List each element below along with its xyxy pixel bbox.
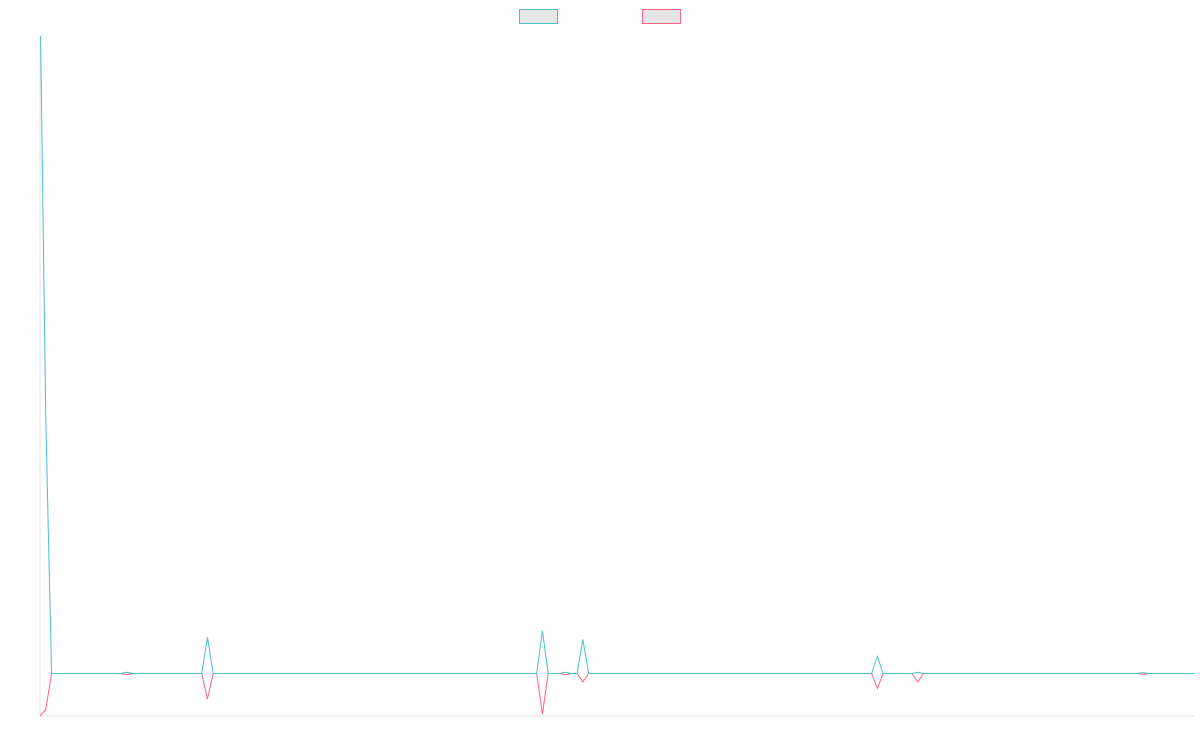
legend-item-series-1[interactable] [519,9,558,24]
legend-swatch-series-1 [519,9,558,24]
series-line-1 [40,36,1195,674]
legend [0,9,1200,24]
series-layer [40,36,1195,717]
legend-item-series-2[interactable] [642,9,681,24]
legend-swatch-series-2 [642,9,681,24]
series-line-2 [40,673,1195,717]
